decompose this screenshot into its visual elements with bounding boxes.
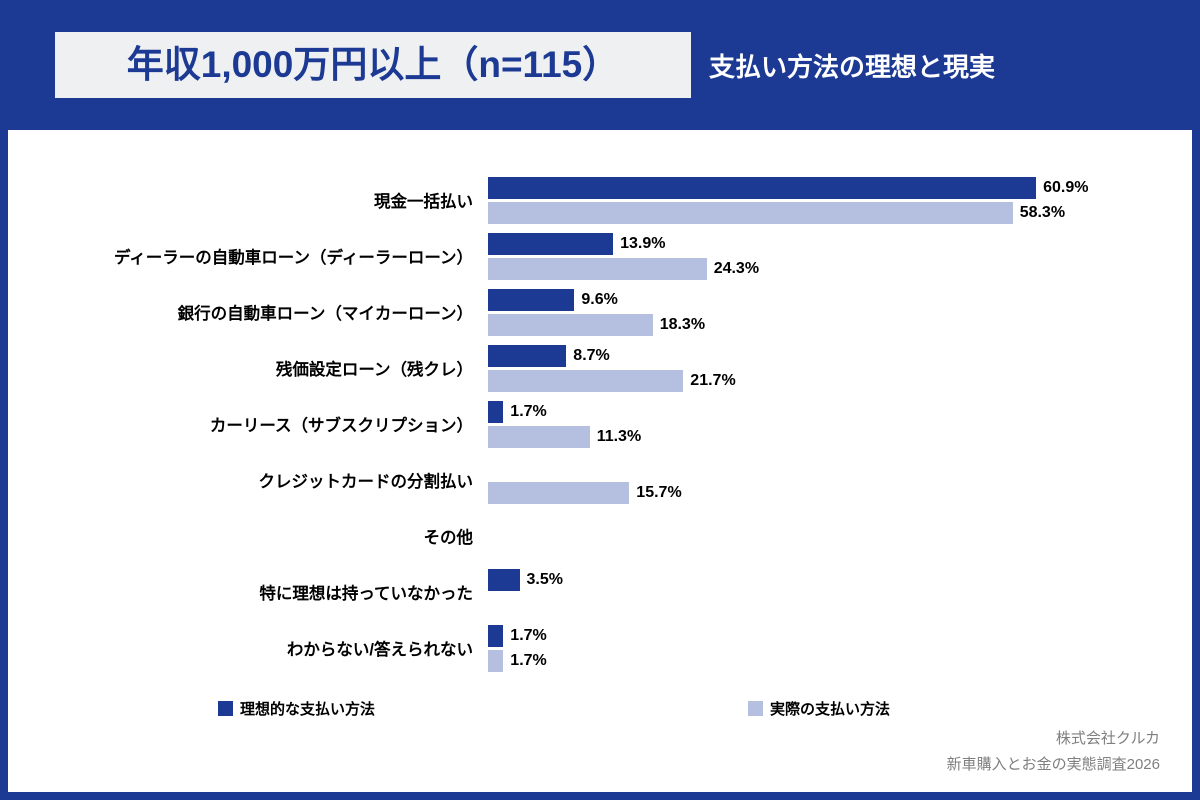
bar-line — [488, 513, 1192, 535]
value-label: 1.7% — [510, 626, 547, 644]
value-label: 60.9% — [1043, 178, 1089, 196]
category-label: その他 — [423, 529, 474, 547]
chart-legend: 理想的な支払い方法 実際の支払い方法 — [8, 698, 1192, 724]
value-label: 1.7% — [510, 651, 547, 669]
bar-group: 15.7% — [488, 457, 1192, 504]
source-survey: 新車購入とお金の実態調査2026 — [946, 755, 1160, 773]
bar-line: 60.9% — [488, 176, 1192, 199]
value-label: 18.3% — [659, 315, 706, 333]
bar — [488, 232, 614, 255]
segment-badge-label: 年収1,000万円以上（n=115） — [126, 44, 620, 85]
bar-line: 9.6% — [488, 288, 1192, 311]
category-label: クレジットカードの分割払い — [258, 473, 474, 491]
chart-row: カーリース（サブスクリプション） 1.7% 11.3% — [8, 396, 1192, 452]
value-label: 15.7% — [636, 483, 682, 501]
bar — [488, 425, 590, 448]
bar — [488, 344, 567, 367]
category-label: ディーラーの自動車ローン（ディーラーローン） — [113, 249, 473, 267]
value-label: 58.3% — [1019, 203, 1066, 221]
bar — [488, 313, 653, 336]
chart-row: 現金一括払い 60.9% 58.3% — [8, 172, 1192, 228]
legend-item: 実際の支払い方法 — [748, 698, 890, 719]
value-label: 3.5% — [526, 570, 563, 588]
chart-row: ディーラーの自動車ローン（ディーラーローン） 13.9% 24.3% — [8, 228, 1192, 284]
bar-line — [488, 457, 1192, 479]
bar-line: 3.5% — [488, 568, 1192, 591]
bar-line: 21.7% — [488, 369, 1192, 392]
legend-item: 理想的な支払い方法 — [218, 698, 375, 719]
source-note: 株式会社クルカ 新車購入とお金の実態調査2026 — [947, 726, 1160, 779]
chart-row: 特に理想は持っていなかった 3.5% — [8, 564, 1192, 620]
chart-row: 残価設定ローン（残クレ） 8.7% 21.7% — [8, 340, 1192, 396]
bar-group — [488, 513, 1192, 560]
bar — [488, 369, 684, 392]
chart-panel: 現金一括払い 60.9% 58.3% ディーラーの自動車ローン（ディーラーローン） 13… — [8, 130, 1192, 792]
legend-label: 実際の支払い方法 — [770, 701, 891, 718]
chart-row: わからない/答えられない 1.7% 1.7% — [8, 620, 1192, 676]
bar-chart: 現金一括払い 60.9% 58.3% ディーラーの自動車ローン（ディーラーローン） 13… — [8, 130, 1192, 676]
chart-row: クレジットカードの分割払い 15.7% — [8, 452, 1192, 508]
bar-line: 58.3% — [488, 201, 1192, 224]
bar-line: 1.7% — [488, 649, 1192, 672]
chart-row: 銀行の自動車ローン（マイカーローン） 9.6% 18.3% — [8, 284, 1192, 340]
bar-group: 13.9% 24.3% — [488, 232, 1192, 280]
bar-group: 60.9% 58.3% — [488, 176, 1192, 224]
value-label: 9.6% — [581, 290, 618, 308]
value-label: 1.7% — [510, 402, 547, 420]
value-label: 8.7% — [573, 346, 610, 364]
category-label: 銀行の自動車ローン（マイカーローン） — [177, 305, 473, 323]
bar — [488, 624, 504, 647]
bar-line: 8.7% — [488, 344, 1192, 367]
bar — [488, 201, 1013, 224]
bar-group: 9.6% 18.3% — [488, 288, 1192, 336]
bar-group: 1.7% 1.7% — [488, 624, 1192, 672]
bar-line — [488, 538, 1192, 560]
bar-group: 3.5% — [488, 568, 1192, 616]
chart-row: その他 — [8, 508, 1192, 564]
bar-line: 13.9% — [488, 232, 1192, 255]
page-title: 支払い方法の理想と現実 — [709, 51, 996, 82]
category-label: わからない/答えられない — [286, 641, 473, 659]
value-label: 21.7% — [690, 371, 736, 389]
legend-label: 理想的な支払い方法 — [240, 701, 376, 718]
bar-line: 11.3% — [488, 425, 1192, 448]
bar — [488, 288, 575, 311]
bar — [488, 481, 630, 504]
bar-group: 8.7% 21.7% — [488, 344, 1192, 392]
category-label: カーリース（サブスクリプション） — [209, 417, 473, 435]
value-label: 11.3% — [596, 427, 642, 445]
legend-swatch — [218, 701, 233, 716]
category-label: 特に理想は持っていなかった — [259, 585, 473, 603]
bar-line: 18.3% — [488, 313, 1192, 336]
bar — [488, 257, 707, 280]
header: 年収1,000万円以上（n=115） 支払い方法の理想と現実 — [0, 0, 1200, 130]
value-label: 13.9% — [620, 234, 666, 252]
bar — [488, 400, 504, 423]
bar-line: 15.7% — [488, 481, 1192, 504]
bar — [488, 568, 520, 591]
bar-group: 1.7% 11.3% — [488, 400, 1192, 448]
value-label: 24.3% — [713, 259, 760, 277]
source-company: 株式会社クルカ — [1055, 729, 1160, 747]
bar-line — [488, 594, 1192, 616]
bar — [488, 176, 1037, 199]
segment-badge: 年収1,000万円以上（n=115） — [55, 32, 691, 98]
bar — [488, 649, 504, 672]
bar-line: 1.7% — [488, 624, 1192, 647]
category-label: 現金一括払い — [374, 193, 473, 211]
bar-line: 24.3% — [488, 257, 1192, 280]
legend-swatch — [748, 701, 763, 716]
category-label: 残価設定ローン（残クレ） — [275, 361, 473, 379]
bar-line: 1.7% — [488, 400, 1192, 423]
